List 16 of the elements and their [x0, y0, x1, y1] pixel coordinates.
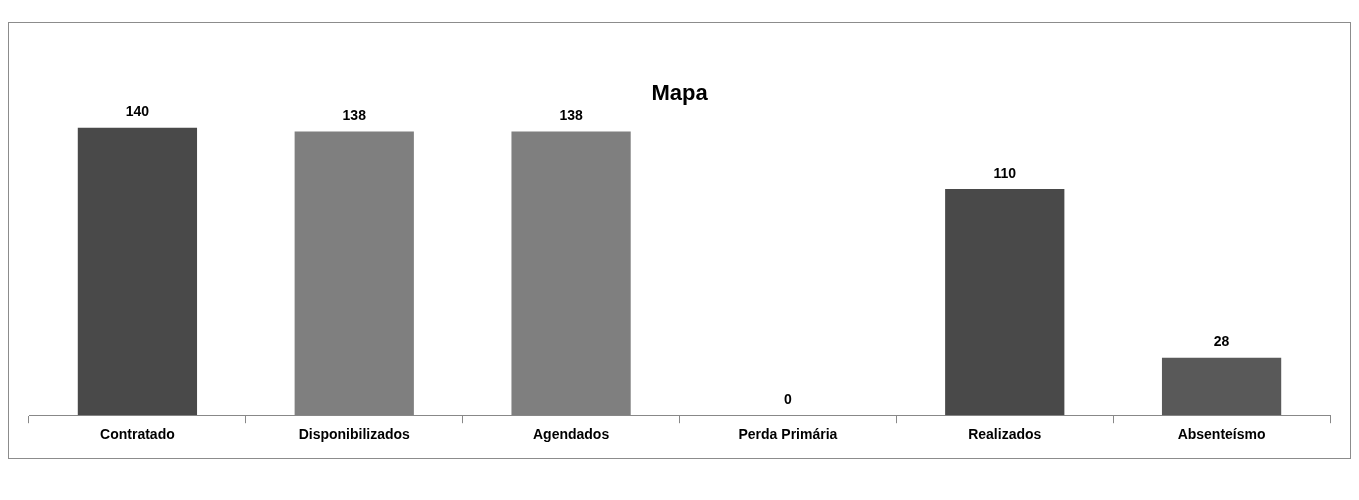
x-tick-label: Absenteísmo	[1177, 426, 1266, 443]
x-tick-label: Contratado	[100, 426, 175, 443]
data-label: 0	[784, 391, 793, 408]
data-label: 138	[559, 107, 583, 124]
x-tick-label: Realizados	[968, 426, 1042, 443]
bar	[945, 189, 1065, 416]
data-label: 28	[1213, 333, 1230, 350]
x-tick-label: Disponibilizados	[298, 426, 411, 443]
data-label: 110	[993, 164, 1017, 181]
bar	[1161, 357, 1282, 416]
bar	[77, 127, 198, 416]
chart-title: Mapa	[651, 80, 709, 106]
x-tick-label: Perda Primária	[738, 426, 838, 443]
data-label: 138	[342, 107, 367, 124]
data-label: 140	[125, 103, 150, 120]
x-tick-label: Agendados	[532, 426, 610, 443]
